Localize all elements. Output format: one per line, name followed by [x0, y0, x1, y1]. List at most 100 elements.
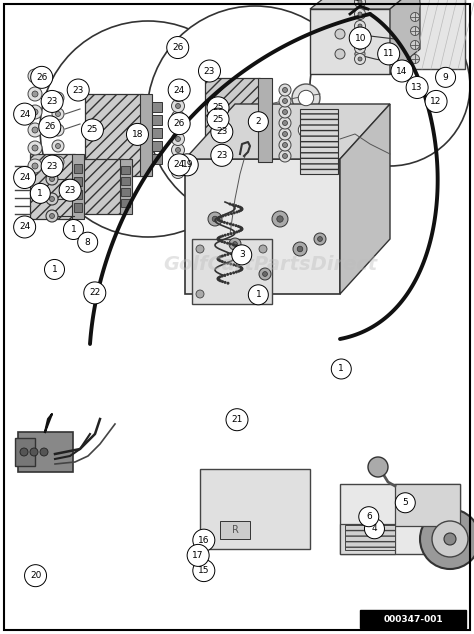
Circle shape — [236, 210, 238, 214]
Circle shape — [196, 290, 204, 298]
Circle shape — [78, 232, 98, 252]
Circle shape — [240, 226, 243, 230]
Circle shape — [52, 124, 64, 136]
Circle shape — [318, 236, 322, 242]
Text: 1: 1 — [338, 365, 344, 373]
Text: 21: 21 — [231, 415, 243, 424]
Text: 23: 23 — [204, 67, 215, 75]
Circle shape — [310, 6, 470, 166]
Circle shape — [175, 158, 181, 164]
Circle shape — [224, 214, 227, 217]
Circle shape — [127, 124, 148, 145]
Circle shape — [425, 91, 447, 112]
Circle shape — [227, 213, 230, 216]
Circle shape — [410, 41, 419, 49]
Circle shape — [219, 235, 222, 238]
Bar — [258, 78, 272, 162]
Polygon shape — [310, 0, 420, 9]
Circle shape — [283, 98, 288, 103]
Text: 24: 24 — [19, 223, 30, 231]
Circle shape — [167, 37, 189, 58]
Circle shape — [175, 93, 181, 98]
Circle shape — [235, 271, 238, 273]
Circle shape — [217, 238, 219, 241]
Circle shape — [46, 210, 58, 222]
Circle shape — [32, 145, 38, 151]
Text: 25: 25 — [87, 126, 98, 134]
Circle shape — [436, 67, 456, 87]
Text: 1: 1 — [52, 265, 57, 274]
Circle shape — [55, 143, 61, 148]
Circle shape — [235, 244, 238, 247]
Circle shape — [355, 53, 365, 65]
Circle shape — [168, 154, 190, 176]
Circle shape — [293, 242, 307, 256]
Circle shape — [208, 212, 222, 226]
Bar — [15, 438, 35, 466]
Circle shape — [49, 176, 55, 181]
Text: 11: 11 — [383, 49, 394, 58]
Circle shape — [298, 90, 314, 106]
Circle shape — [20, 448, 28, 456]
Circle shape — [226, 242, 229, 245]
Circle shape — [172, 89, 184, 101]
Bar — [152, 154, 162, 164]
Circle shape — [259, 245, 267, 253]
Bar — [340, 524, 395, 554]
Circle shape — [240, 268, 244, 270]
Circle shape — [147, 6, 363, 222]
Bar — [395, 484, 460, 526]
Circle shape — [172, 100, 184, 112]
Circle shape — [40, 21, 256, 237]
Circle shape — [248, 112, 268, 132]
Circle shape — [359, 507, 379, 527]
Circle shape — [28, 87, 42, 101]
Circle shape — [279, 106, 291, 118]
Circle shape — [314, 233, 326, 245]
Polygon shape — [185, 104, 390, 159]
Circle shape — [31, 67, 53, 88]
Circle shape — [232, 243, 235, 246]
Circle shape — [168, 113, 190, 134]
Circle shape — [32, 127, 38, 133]
Circle shape — [237, 225, 240, 228]
Circle shape — [228, 202, 231, 205]
Circle shape — [410, 27, 419, 36]
Bar — [152, 128, 162, 138]
Circle shape — [279, 150, 291, 162]
Circle shape — [25, 565, 46, 586]
Circle shape — [229, 232, 233, 235]
Text: 1: 1 — [255, 290, 261, 299]
Circle shape — [395, 493, 415, 513]
Circle shape — [212, 216, 218, 222]
Circle shape — [240, 228, 244, 230]
Circle shape — [39, 116, 61, 138]
Circle shape — [176, 154, 198, 176]
Circle shape — [227, 253, 229, 256]
Circle shape — [237, 245, 240, 248]
Circle shape — [52, 140, 64, 152]
Text: 8: 8 — [85, 238, 91, 247]
Circle shape — [358, 57, 362, 61]
Circle shape — [240, 207, 243, 209]
Circle shape — [172, 122, 184, 134]
Circle shape — [237, 250, 240, 253]
Text: 3: 3 — [239, 250, 245, 259]
Circle shape — [64, 219, 83, 240]
Circle shape — [355, 0, 365, 8]
Circle shape — [233, 242, 237, 247]
Circle shape — [240, 266, 243, 269]
Circle shape — [49, 214, 55, 219]
Bar — [140, 94, 152, 176]
Circle shape — [55, 96, 61, 101]
Circle shape — [14, 103, 36, 125]
Circle shape — [248, 285, 268, 305]
Circle shape — [221, 235, 224, 238]
Circle shape — [46, 193, 58, 205]
Circle shape — [226, 409, 248, 430]
Circle shape — [297, 246, 303, 252]
Circle shape — [218, 256, 220, 259]
Bar — [185, 159, 340, 294]
Circle shape — [49, 197, 55, 202]
Circle shape — [229, 242, 232, 245]
